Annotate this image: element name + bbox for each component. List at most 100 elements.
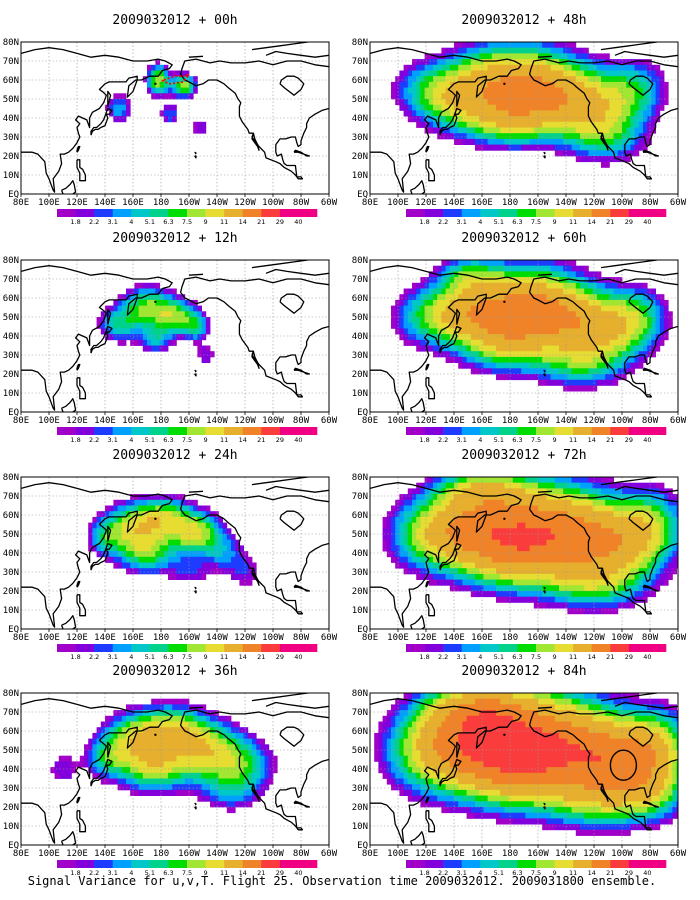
panel-title: 2009032012 + 72h xyxy=(461,448,586,463)
colorbar-swatch xyxy=(628,860,648,868)
map-area xyxy=(370,477,678,629)
colorbar-swatch xyxy=(298,860,318,868)
colorbar-swatch xyxy=(554,860,574,868)
colorbar-swatch xyxy=(75,427,95,435)
colorbar-label: 21 xyxy=(257,436,265,444)
colorbar-swatch xyxy=(224,427,244,435)
variance-field xyxy=(50,698,278,814)
x-tick-label: 120W xyxy=(583,849,605,859)
colorbar-swatch xyxy=(480,860,500,868)
x-tick-label: 100W xyxy=(611,633,633,643)
colorbar-label: 4 xyxy=(478,869,482,877)
x-tick-label: 100W xyxy=(262,198,284,208)
colorbar-swatch xyxy=(536,860,555,868)
x-tick-label: 60W xyxy=(670,849,687,859)
y-tick-label: 30N xyxy=(352,351,368,361)
colorbar-label: 14 xyxy=(239,869,247,877)
map-frame xyxy=(369,692,679,846)
colorbar-swatch xyxy=(242,860,262,868)
colorbar-swatch xyxy=(610,860,630,868)
y-tick-label: 80N xyxy=(3,38,19,48)
x-tick-label: 60W xyxy=(670,633,687,643)
colorbar-swatch xyxy=(406,644,425,652)
y-tick-label: 30N xyxy=(352,784,368,794)
colorbar-swatch xyxy=(261,644,281,652)
colorbar-label: 3.1 xyxy=(457,218,467,226)
colorbar-label: 5.1 xyxy=(494,218,504,226)
colorbar-label: 6.3 xyxy=(512,436,522,444)
colorbar-swatch xyxy=(261,427,281,435)
y-tick-label: 80N xyxy=(3,689,19,699)
y-tick-label: 20N xyxy=(352,370,368,380)
y-tick-label: 50N xyxy=(3,313,19,323)
colorbar: 1.8 2.2 3.1 4 5.1 6.3 7.5 9 11 14 21 29 40 xyxy=(57,644,318,661)
y-tick-label: 40N xyxy=(352,114,368,124)
colorbar-swatch xyxy=(94,860,114,868)
colorbar-label: 11 xyxy=(569,869,577,877)
panel-title: 2009032012 + 12h xyxy=(112,231,237,246)
colorbar-label: 9 xyxy=(553,653,557,661)
y-tick-label: 10N xyxy=(3,389,19,399)
x-tick-label: 80W xyxy=(642,849,659,859)
y-tick-label: EQ xyxy=(357,190,368,200)
x-tick-label: 180 xyxy=(153,633,169,643)
x-tick-label: 100E xyxy=(38,416,60,426)
colorbar-label: 6.3 xyxy=(512,218,522,226)
x-tick-label: 160E xyxy=(122,198,144,208)
colorbar-swatch xyxy=(536,644,555,652)
colorbar-label: 6.3 xyxy=(512,653,522,661)
colorbar-label: 21 xyxy=(257,218,265,226)
colorbar-swatch xyxy=(573,644,593,652)
y-tick-label: EQ xyxy=(8,190,19,200)
colorbar-label: 14 xyxy=(239,653,247,661)
colorbar-label: 3.1 xyxy=(457,436,467,444)
map-area xyxy=(21,693,329,845)
x-tick-label: 160W xyxy=(178,198,200,208)
colorbar-swatch xyxy=(75,860,95,868)
map-area xyxy=(21,260,329,412)
x-tick-label: 60W xyxy=(321,198,338,208)
y-tick-label: 70N xyxy=(352,57,368,67)
colorbar-swatch xyxy=(573,209,593,217)
colorbar-label: 4 xyxy=(129,218,133,226)
colorbar-label: 1.8 xyxy=(419,218,429,226)
y-tick-label: 70N xyxy=(352,708,368,718)
colorbar-label: 3.1 xyxy=(108,869,118,877)
colorbar-label: 11 xyxy=(220,218,228,226)
variance-field xyxy=(374,693,678,836)
colorbar-swatch xyxy=(94,209,114,217)
colorbar-swatch xyxy=(554,427,574,435)
y-tick-label: 50N xyxy=(3,746,19,756)
colorbar-label: 1.8 xyxy=(70,436,80,444)
colorbar-label: 29 xyxy=(276,436,284,444)
forecast-panel-48h: 2009032012 + 48h 80E 100E 120E 140E 160E 180 16… xyxy=(352,13,687,226)
y-tick-label: EQ xyxy=(357,408,368,418)
x-tick-label: 120W xyxy=(234,198,256,208)
colorbar-swatch xyxy=(647,860,667,868)
x-tick-label: 120W xyxy=(234,849,256,859)
colorbar-label: 29 xyxy=(625,436,633,444)
x-tick-label: 80W xyxy=(293,198,310,208)
colorbar-swatch xyxy=(443,860,463,868)
x-tick-label: 180 xyxy=(502,849,518,859)
colorbar-label: 1.8 xyxy=(419,869,429,877)
map-frame xyxy=(20,259,330,413)
y-tick-label: 30N xyxy=(3,784,19,794)
colorbar-swatch xyxy=(298,644,318,652)
x-tick-label: 140E xyxy=(443,416,465,426)
colorbar-swatch xyxy=(94,427,114,435)
x-tick-label: 100W xyxy=(611,416,633,426)
location-marker xyxy=(503,517,506,520)
x-tick-label: 160W xyxy=(527,849,549,859)
colorbar-swatch xyxy=(279,209,299,217)
location-marker xyxy=(154,82,157,86)
colorbar-label: 11 xyxy=(569,218,577,226)
colorbar-label: 4 xyxy=(129,653,133,661)
colorbar-label: 11 xyxy=(220,869,228,877)
colorbar-swatch xyxy=(131,644,151,652)
colorbar: 1.8 2.2 3.1 4 5.1 6.3 7.5 9 11 14 21 29 40 xyxy=(406,427,667,444)
map-frame xyxy=(20,692,330,846)
colorbar-swatch xyxy=(131,427,151,435)
panel-title: 2009032012 + 60h xyxy=(461,231,586,246)
colorbar-label: 7.5 xyxy=(182,653,192,661)
